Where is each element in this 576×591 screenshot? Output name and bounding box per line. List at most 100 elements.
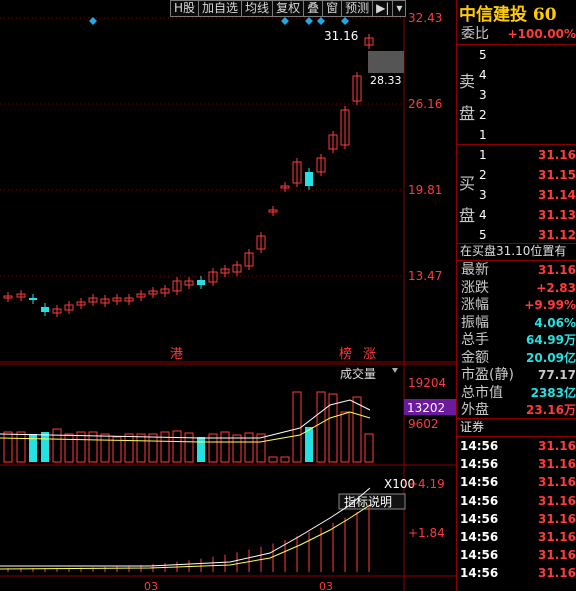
buy-level: 5 31.12 — [457, 226, 576, 244]
buy-level-price: 31.16 — [538, 148, 576, 162]
volume-bar — [76, 431, 86, 463]
event-marker-icon — [341, 17, 349, 25]
sell-level: 2 — [457, 106, 576, 124]
candle-up — [364, 37, 374, 46]
volume-bar — [29, 434, 37, 462]
notice-text: 在买盘31.10位置有 — [460, 244, 567, 258]
x-axis-label: 03 — [319, 580, 333, 591]
tb-forecast-button[interactable]: 预测 — [341, 0, 374, 17]
ind-axis-label: +4.19 — [408, 477, 445, 491]
trade-price: 31.16 — [538, 493, 576, 508]
stat-row: 市盈(静) 77.17 — [457, 366, 576, 384]
tb-window-button[interactable]: 窗 — [322, 0, 343, 17]
vol-ma2 — [0, 411, 371, 443]
tb-ma-button[interactable]: 均线 — [241, 0, 274, 17]
volume-bar — [64, 433, 74, 463]
volume-bar — [352, 396, 362, 463]
indicator-help-button — [338, 493, 406, 510]
stat-label: 外盘 — [461, 402, 489, 418]
triangle-down-icon[interactable]: ▾ — [392, 0, 407, 17]
candle-up — [268, 209, 278, 213]
sell-level-num: 3 — [479, 88, 487, 102]
vol-current-value: 13202 — [407, 401, 445, 415]
buy-level-num: 2 — [479, 168, 487, 182]
event-marker-icon — [317, 17, 325, 25]
weibi-label: 委比 — [461, 26, 489, 42]
tb-add-watchlist-button[interactable]: 加自选 — [198, 0, 243, 17]
sell-level: 5 — [457, 46, 576, 64]
buy-label-2: 盘 — [459, 206, 476, 225]
order-notice: 在买盘31.10位置有 — [457, 243, 576, 259]
volume-bar — [340, 411, 350, 463]
x-axis-label: 03 — [144, 580, 158, 591]
candle-down — [41, 307, 49, 312]
volume-bar — [172, 430, 182, 463]
tb-adjust-button[interactable]: 复权 — [272, 0, 305, 17]
buy-label-1: 买 — [459, 174, 476, 193]
stock-title: 中信建投 60 — [459, 5, 557, 25]
vol-current-box — [404, 399, 456, 415]
dea-line — [0, 504, 371, 570]
event-tag: 港 — [170, 347, 183, 362]
trade-price: 31.16 — [538, 457, 576, 472]
candle-up — [352, 75, 362, 102]
kline-chart[interactable]: 31.16 28.33 港 榜涨 成交量 13202 19204 9602 X100 指标说明… — [0, 0, 456, 591]
candle-up — [160, 288, 170, 294]
volume-bar — [197, 437, 205, 462]
arrow-bar-right-icon[interactable]: ▶| — [372, 0, 394, 17]
price-axis-label: 19.81 — [408, 183, 442, 197]
trade-row: 14:56 31.16 — [457, 437, 576, 455]
candle-up — [340, 109, 350, 146]
tb-h-share-button[interactable]: H股 — [170, 0, 200, 17]
candle-up — [148, 290, 158, 295]
stat-row: 振幅 4.06% — [457, 314, 576, 332]
sell-level-num: 2 — [479, 108, 487, 122]
sell-level-num: 4 — [479, 68, 487, 82]
stat-label: 涨幅 — [461, 297, 489, 313]
candle-down — [29, 298, 37, 300]
tb-overlay-button[interactable]: 叠 — [303, 0, 324, 17]
stat-value: 77.17 — [538, 368, 576, 382]
dif-line — [0, 487, 371, 567]
chart-toolbar: H股 加自选 均线 复权 叠 窗 预测 ▶| ▾ — [170, 0, 407, 17]
sell-level: 4 — [457, 66, 576, 84]
event-marker-icon — [281, 17, 289, 25]
high-label: 31.16 — [324, 29, 358, 43]
stat-row: 总市值 2383亿 — [457, 384, 576, 402]
candle-up — [328, 134, 338, 150]
trade-row: 14:56 31.16 — [457, 564, 576, 582]
trade-price: 31.16 — [538, 511, 576, 526]
vol-ma1 — [0, 399, 371, 439]
volume-bar — [112, 436, 122, 463]
trades-header[interactable]: 证券 — [457, 418, 576, 436]
event-tag: 榜 — [339, 346, 352, 362]
volume-bar — [232, 434, 242, 463]
volume-bar — [100, 433, 110, 463]
buy-level-num: 5 — [479, 228, 487, 242]
trade-time: 14:56 — [460, 566, 499, 581]
stat-label: 总市值 — [461, 384, 503, 401]
stat-label: 振幅 — [461, 314, 489, 331]
candle-up — [64, 304, 74, 311]
volume-bar — [184, 432, 194, 463]
candle-up — [316, 157, 326, 173]
event-tag: 涨 — [363, 347, 376, 362]
stat-label: 总手 — [461, 332, 489, 348]
candle-up — [244, 252, 254, 267]
candle-up — [124, 297, 134, 302]
volume-bar — [328, 393, 338, 463]
trade-price: 31.16 — [538, 530, 576, 544]
volume-bar — [316, 391, 326, 463]
vol-unit: X100 — [384, 477, 415, 491]
buy-level-price: 31.12 — [538, 228, 576, 242]
buy-level-price: 31.15 — [538, 168, 576, 182]
volume-bar — [244, 432, 254, 463]
price-axis-label: 26.16 — [408, 97, 442, 111]
stat-value: 4.06% — [534, 315, 576, 330]
sell-level: 3 — [457, 86, 576, 104]
volume-bar — [3, 431, 13, 463]
volume-bar — [88, 431, 98, 463]
stat-row: 最新 31.16 — [457, 261, 576, 279]
vol-axis-label: 19204 — [408, 376, 446, 390]
candle-up — [208, 271, 218, 283]
